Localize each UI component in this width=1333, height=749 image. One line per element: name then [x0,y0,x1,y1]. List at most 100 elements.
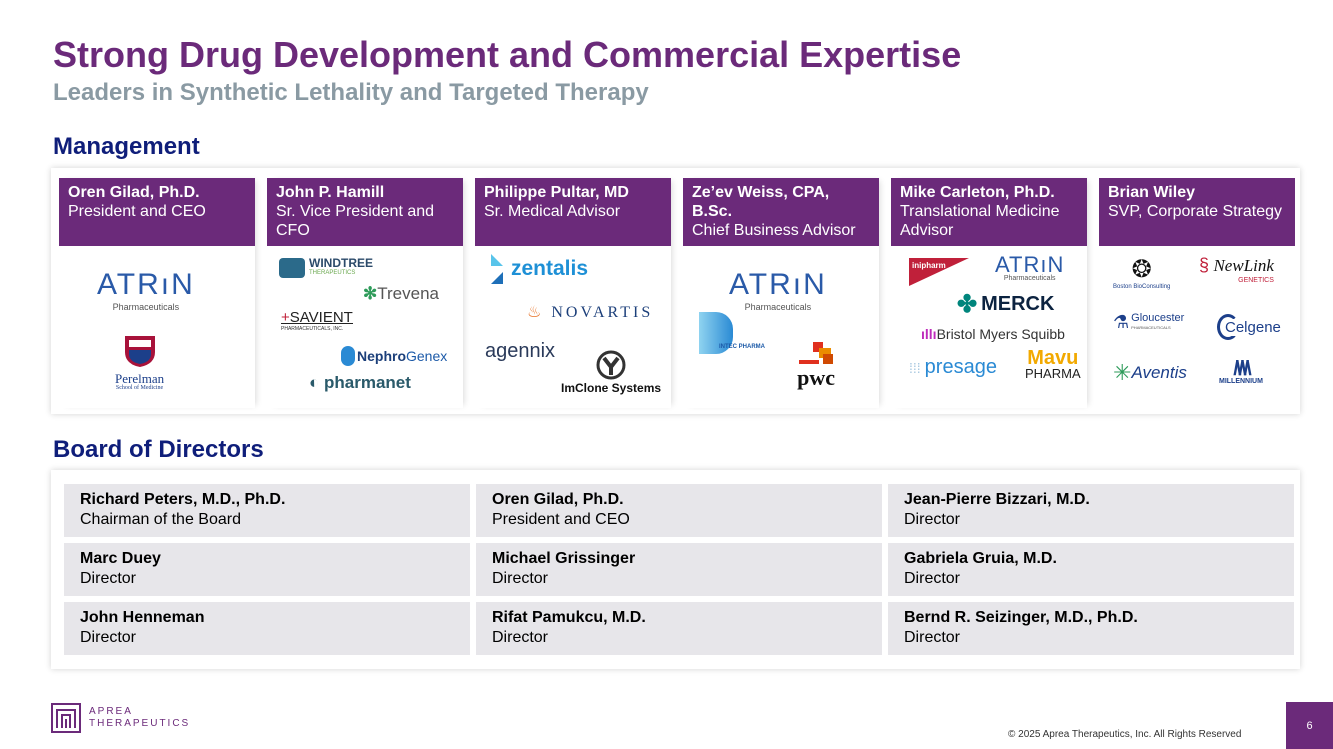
pwc-icon [799,342,833,364]
novartis-logo: ♨ NOVARTIS [527,304,654,321]
person-header: Brian Wiley SVP, Corporate Strategy [1099,178,1295,246]
board-member: Marc Duey Director [64,543,470,596]
person-header: Oren Gilad, Ph.D. President and CEO [59,178,255,246]
inipharm-logo: inipharm [909,258,969,286]
zentalis-icon [491,254,503,284]
agennix-logo: agennix [485,340,556,362]
board-member: Oren Gilad, Ph.D. President and CEO [476,484,882,537]
member-role: Director [80,570,137,587]
atrin-logo: ATRıN Pharmaceuticals [729,268,827,312]
management-card: Ze’ev Weiss, CPA, B.Sc. Chief Business A… [683,178,879,408]
member-role: Chairman of the Board [80,511,241,528]
person-name: Brian Wiley [1108,184,1195,201]
management-panel: Oren Gilad, Ph.D. President and CEO ATRı… [51,168,1300,414]
perelman-logo: Perelman School of Medicine [115,334,164,391]
novartis-icon: ♨ [527,304,545,321]
nephrogenex-logo: Nephro Genex [341,346,447,366]
person-header: John P. Hamill Sr. Vice President and CF… [267,178,463,246]
board-member: John Henneman Director [64,602,470,655]
imclone-logo: ImClone Systems [561,350,661,395]
merck-logo: ✤ MERCK [957,291,1055,318]
aventis-icon: ✳ [1113,360,1132,385]
newlink-logo: § NewLink GENETICS [1199,255,1274,284]
gloucester-logo: ⚗ Gloucester PHARMACEUTICALS [1113,311,1185,332]
person-name: John P. Hamill [276,184,385,201]
member-role: Director [492,570,549,587]
board-panel: Richard Peters, M.D., Ph.D. Chairman of … [51,470,1300,669]
person-role: SVP, Corporate Strategy [1108,203,1283,220]
person-role: Sr. Medical Advisor [484,203,621,220]
presage-logo: ⁞⁞⁞ presage [909,356,997,378]
aprea-icon [51,703,81,733]
person-name: Ze’ev Weiss, CPA, B.Sc. [692,184,830,220]
member-role: Director [904,629,961,646]
atrin-logo: ATRıN Pharmaceuticals [995,252,1065,282]
company-logos: ATRıN Pharmaceuticals INTEC PHARMA pwc [683,246,879,408]
bms-logo: ıllıBristol Myers Squibb [921,326,1065,342]
member-name: Michael Grissinger [492,550,636,567]
management-card: Philippe Pultar, MD Sr. Medical Advisor … [475,178,671,408]
person-header: Philippe Pultar, MD Sr. Medical Advisor [475,178,671,246]
merck-icon: ✤ [957,291,978,318]
person-role: Translational Medicine Advisor [900,203,1060,239]
intec-icon [699,312,733,354]
company-logos: ❂ Boston BioConsulting § NewLink GENETIC… [1099,246,1295,408]
atrin-logo: ATRıN Pharmaceuticals [97,268,195,312]
dna-icon: § [1199,255,1210,275]
person-header: Ze’ev Weiss, CPA, B.Sc. Chief Business A… [683,178,879,246]
member-role: Director [80,629,137,646]
gloucester-icon: ⚗ [1113,312,1130,332]
trevena-icon: ✻ [363,284,378,303]
member-name: Gabriela Gruia, M.D. [904,550,1057,567]
company-logos: zentalis ♨ NOVARTIS agennix ImClone Syst… [475,246,671,408]
presage-icon: ⁞⁞⁞ [909,359,921,376]
person-role: Sr. Vice President and CFO [276,203,435,239]
page-subtitle: Leaders in Synthetic Lethality and Targe… [53,79,649,106]
mavu-logo: Mavu PHARMA [1025,347,1081,381]
bms-icon: ıllı [921,326,937,342]
member-name: Jean-Pierre Bizzari, M.D. [904,491,1090,508]
board-member: Jean-Pierre Bizzari, M.D. Director [888,484,1294,537]
aventis-logo: ✳ Aventis [1113,360,1187,385]
person-role: President and CEO [68,203,206,220]
bbc-icon: ❂ [1131,256,1152,283]
member-name: Marc Duey [80,550,161,567]
company-logos: inipharm ATRıN Pharmaceuticals ✤ MERCK ıl… [891,246,1087,408]
pwc-logo: pwc [795,342,835,391]
kidney-icon [341,346,355,366]
member-role: Director [904,511,961,528]
savient-logo: +SAVIENT PHARMACEUTICALS, INC. [281,309,353,332]
windtree-icon [279,258,305,278]
board-member: Rifat Pamukcu, M.D. Director [476,602,882,655]
member-role: Director [904,570,961,587]
intec-logo: INTEC PHARMA [699,312,765,354]
member-name: Oren Gilad, Ph.D. [492,491,624,508]
management-card: Mike Carleton, Ph.D. Translational Medic… [891,178,1087,408]
member-name: John Henneman [80,609,205,626]
management-card: John P. Hamill Sr. Vice President and CF… [267,178,463,408]
member-role: Director [492,629,549,646]
shield-icon [124,336,155,367]
brand-line-1: APREA [89,706,133,717]
board-member: Gabriela Gruia, M.D. Director [888,543,1294,596]
celgene-logo: Celgene [1217,314,1281,340]
aprea-logo: APREA THERAPEUTICS [51,703,190,733]
zentalis-logo: zentalis [489,254,588,284]
trevena-logo: ✻Trevena [363,284,439,303]
board-heading: Board of Directors [53,436,264,463]
boston-bioconsulting-logo: ❂ Boston BioConsulting [1113,256,1171,290]
page-title: Strong Drug Development and Commercial E… [53,34,962,75]
board-member: Bernd R. Seizinger, M.D., Ph.D. Director [888,602,1294,655]
millennium-logo: /\/\/\ MILLENNIUM [1219,358,1263,385]
person-header: Mike Carleton, Ph.D. Translational Medic… [891,178,1087,246]
member-name: Rifat Pamukcu, M.D. [492,609,646,626]
brand-line-2: THERAPEUTICS [89,718,191,729]
pharmanet-icon: ◐ [309,373,320,392]
company-logos: ATRıN Pharmaceuticals Perelman School of… [59,246,255,408]
millennium-icon: /\/\/\ [1233,358,1251,380]
management-card: Oren Gilad, Ph.D. President and CEO ATRı… [59,178,255,408]
person-name: Mike Carleton, Ph.D. [900,184,1055,201]
management-heading: Management [53,133,200,160]
member-name: Bernd R. Seizinger, M.D., Ph.D. [904,609,1138,626]
person-name: Oren Gilad, Ph.D. [68,184,200,201]
